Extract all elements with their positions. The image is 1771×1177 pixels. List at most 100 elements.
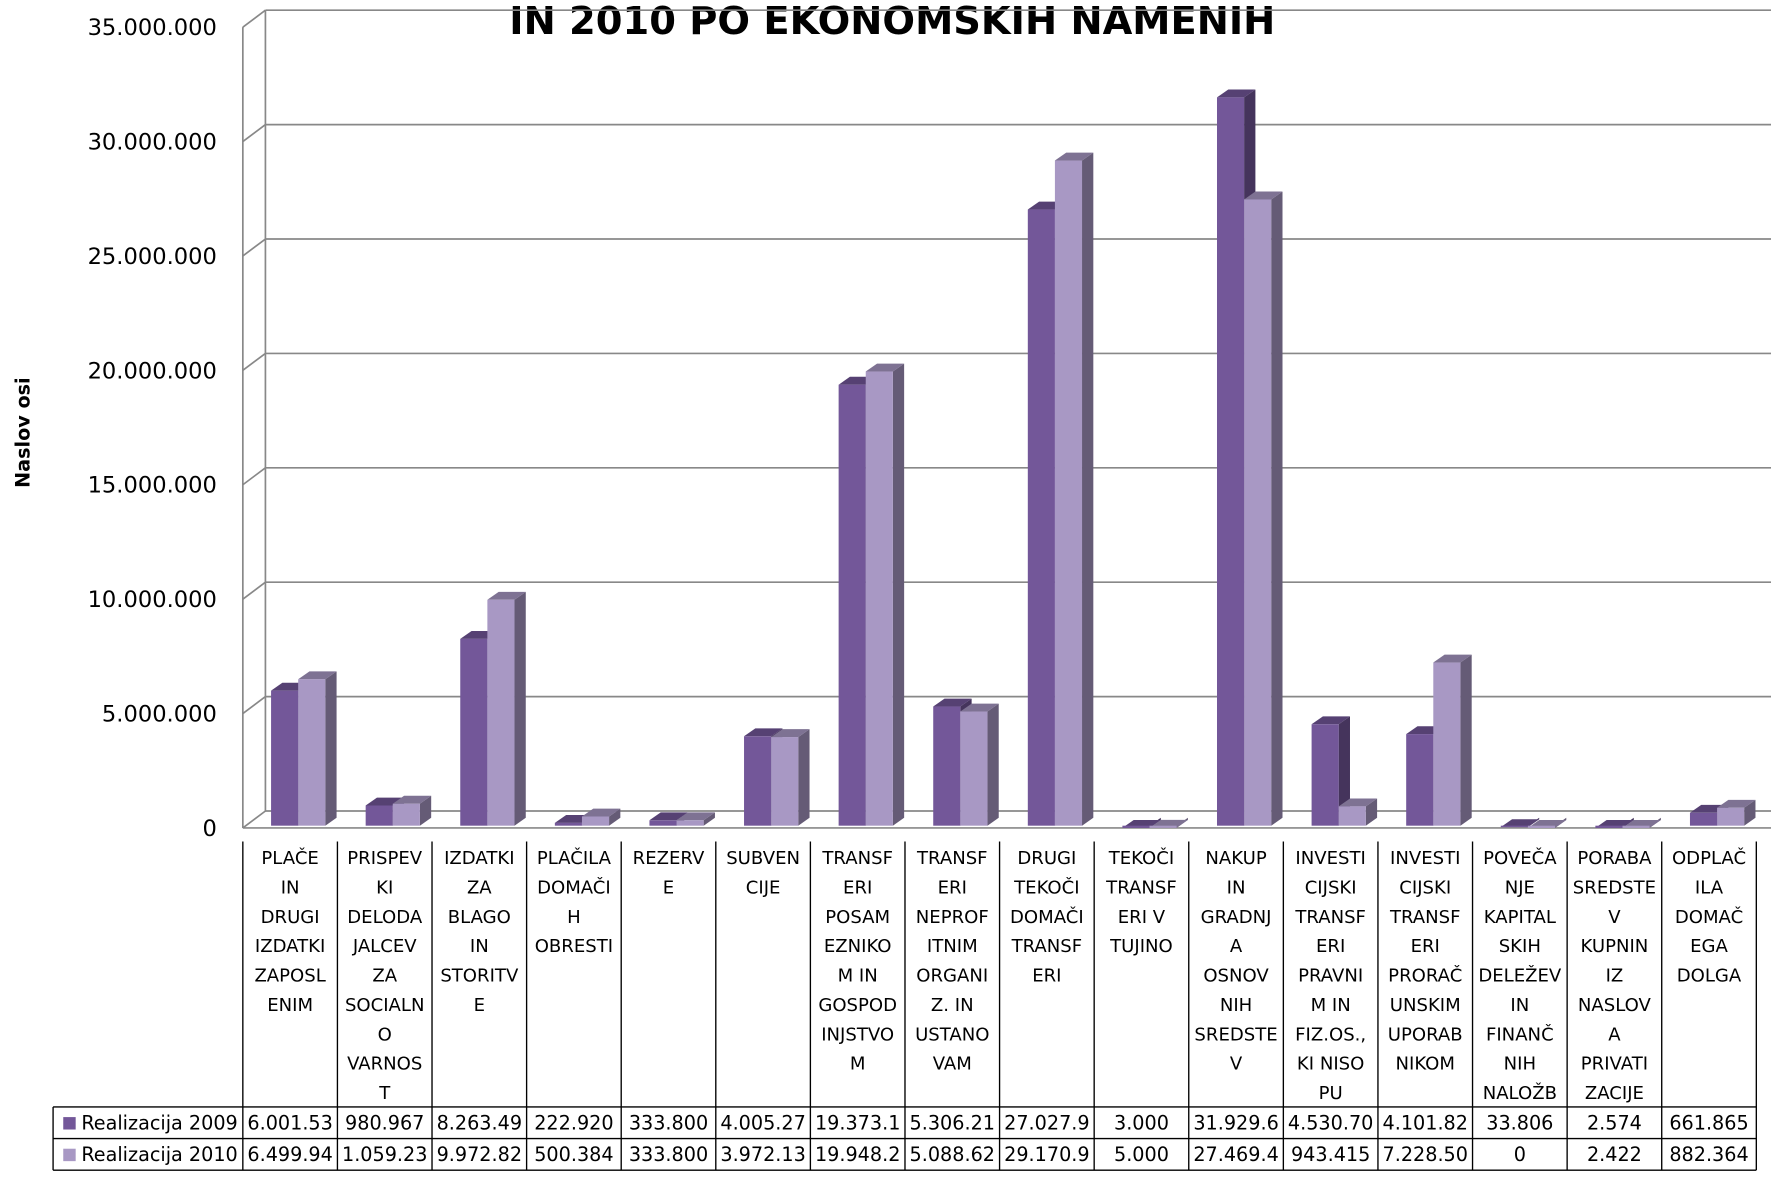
x-tick-label: ODPLAČ ILA DOMAČ EGA DOLGA [1672, 847, 1746, 986]
bar-side [1460, 654, 1472, 826]
bar-group [1433, 654, 1472, 826]
bar [1122, 825, 1150, 828]
y-tick-label: 0 [202, 816, 216, 842]
bar [392, 803, 420, 826]
x-tick-label: REZERV E [633, 848, 705, 898]
grid-line-side [242, 810, 266, 829]
bar-side [1338, 716, 1350, 826]
data-label: 5.306.21 [910, 1112, 995, 1135]
legend-label: Realizacija 2009 [81, 1112, 237, 1135]
data-label: 6.001.53 [247, 1112, 332, 1135]
y-tick-label: 30.000.000 [88, 129, 217, 155]
data-label: 4.101.82 [1383, 1112, 1468, 1135]
y-tick-label: 10.000.000 [88, 587, 217, 613]
grid-line-side [242, 695, 266, 715]
bar-side [1271, 191, 1283, 826]
bar [271, 690, 299, 826]
bar-side [325, 671, 337, 826]
data-label: 882.364 [1669, 1143, 1748, 1166]
data-label: 27.027.9 [1004, 1112, 1089, 1135]
x-tick-label: TRANSF ERI POSAM EZNIKO M IN GOSPOD INJSTVO M [818, 848, 897, 1075]
x-tick-label: INVESTI CIJSKI TRANSF ERI PRAVNI M IN FIZ.OS.,… [1294, 848, 1366, 1104]
bar [1500, 825, 1528, 828]
data-label: 980.967 [345, 1112, 424, 1135]
x-tick-label: INVESTI CIJSKI TRANSF ERI PRORAČ UNSKIM UPORAB… [1388, 848, 1463, 1075]
grid-line-side [242, 123, 266, 143]
bar [1054, 160, 1083, 826]
bar-top [1216, 89, 1256, 98]
bar-top [771, 729, 810, 738]
bar [1406, 734, 1434, 826]
bar-top [865, 363, 905, 372]
bar-top [1054, 152, 1094, 161]
bar [1149, 825, 1177, 828]
data-label: 500.384 [534, 1143, 613, 1166]
data-label: 943.415 [1291, 1143, 1370, 1166]
grid-line-side [242, 352, 266, 372]
data-label: 31.929.6 [1193, 1112, 1278, 1135]
bar [960, 711, 988, 826]
bar-group [1311, 716, 1350, 826]
data-label: 8.263.49 [437, 1112, 522, 1135]
bar-group [1500, 817, 1540, 828]
y-tick-label: 5.000.000 [102, 701, 217, 727]
y-tick-label: 15.000.000 [88, 473, 217, 499]
bar-side [609, 808, 621, 826]
bar-top [392, 795, 432, 804]
x-tick-label: PLAČILA DOMAČI H OBRESTI [535, 847, 613, 957]
y-tick-label: 20.000.000 [88, 358, 217, 384]
data-label: 222.920 [534, 1112, 613, 1135]
bar-top [298, 671, 337, 680]
data-label: 29.170.9 [1004, 1143, 1089, 1166]
bar [554, 822, 582, 826]
data-label: 27.469.4 [1193, 1143, 1278, 1166]
x-tick-label: PLAČE IN DRUGI IZDATKI ZAPOSL ENIM [254, 847, 325, 1016]
bar-top [744, 728, 783, 737]
bar [1717, 807, 1745, 826]
bar [838, 384, 866, 826]
x-tick-label: POVEČA NJE KAPITAL SKIH DELEŽEV IN FINANČ NIH NA… [1478, 847, 1562, 1104]
bar-top [1338, 798, 1378, 807]
data-label: 333.800 [629, 1143, 708, 1166]
data-label: 1.059.23 [342, 1143, 427, 1166]
y-tick-label: 25.000.000 [88, 244, 217, 270]
bar [676, 820, 704, 826]
bar-group [960, 703, 999, 826]
bar-side [514, 591, 526, 826]
legend-swatch [63, 1148, 76, 1162]
bar [487, 599, 515, 826]
bar [744, 736, 772, 826]
data-label: 2.422 [1587, 1143, 1642, 1166]
bar-side [1082, 152, 1094, 826]
x-tick-label: TEKOČI TRANSF ERI V TUJINO [1105, 847, 1177, 957]
bar-group [1244, 191, 1283, 826]
data-label: 5.000 [1114, 1143, 1169, 1166]
legend-swatch [63, 1117, 76, 1130]
data-label: 4.530.70 [1288, 1112, 1373, 1135]
bar-top [581, 808, 621, 817]
x-tick-label: TRANSF ERI NEPROF ITNIM ORGANI Z. IN USTANO VAM [915, 848, 989, 1075]
x-tick-label: SUBVEN CIJE [726, 848, 800, 898]
bar-group [392, 795, 432, 826]
data-label: 7.228.50 [1383, 1143, 1468, 1166]
bar [581, 816, 610, 826]
bar [1689, 812, 1718, 826]
bar-top [487, 591, 526, 600]
bar-group [1622, 817, 1661, 828]
x-tick-label: NAKUP IN GRADNJ A OSNOV NIH SREDSTE V [1194, 848, 1277, 1075]
data-label: 4.005.27 [720, 1112, 805, 1135]
bar-group [865, 363, 905, 826]
data-label: 19.373.1 [815, 1112, 900, 1135]
grid-line-side [242, 581, 266, 600]
data-label: 661.865 [1669, 1112, 1748, 1135]
bar [1244, 199, 1272, 826]
bar [771, 737, 799, 826]
data-label: 2.574 [1587, 1112, 1642, 1135]
bar-top [1244, 191, 1283, 200]
legend-label: Realizacija 2010 [81, 1143, 237, 1166]
data-label: 5.088.62 [910, 1143, 995, 1166]
bar-side [987, 703, 999, 826]
bar [1216, 97, 1245, 826]
bar-group [771, 729, 810, 826]
